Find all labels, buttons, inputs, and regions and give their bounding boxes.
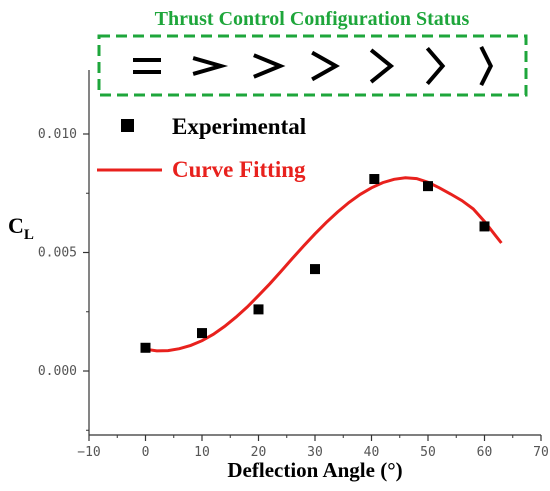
experimental-point	[253, 304, 264, 315]
x-tick-label: 10	[194, 445, 210, 460]
x-axis-title: Deflection Angle (°)	[227, 458, 402, 482]
legend-label-experimental: Experimental	[172, 114, 306, 139]
y-tick-label: 0.005	[38, 246, 77, 261]
legend-label-curve-fitting: Curve Fitting	[172, 157, 306, 182]
experimental-points	[140, 174, 490, 353]
x-tick-label: 40	[364, 445, 380, 460]
experimental-point	[479, 221, 490, 232]
y-tick-label: 0.000	[38, 364, 77, 379]
chevron-icon	[311, 50, 340, 82]
chevron-icon	[479, 45, 494, 87]
legend: Experimental Curve Fitting	[97, 114, 306, 182]
chevron-icon	[192, 56, 229, 76]
experimental-point	[310, 264, 320, 275]
parallel-lines-icon	[133, 58, 161, 74]
experimental-point	[423, 181, 433, 192]
x-tick-label: 50	[420, 445, 436, 460]
curve-fitting-line	[145, 176, 503, 353]
x-tick-label: 20	[251, 445, 267, 460]
ticks: −10 0 10 20 30 40 50 60 70 0.000 0.005 0.010	[38, 127, 549, 460]
y-axis-title: CL	[8, 213, 34, 243]
status-box	[97, 34, 528, 97]
status-icons	[133, 45, 494, 87]
status-title: Thrust Control Configuration Status	[155, 8, 470, 30]
legend-marker-experimental	[121, 119, 134, 132]
x-tick-label: 30	[307, 445, 323, 460]
y-tick-label: 0.010	[38, 127, 77, 142]
experimental-point	[197, 328, 207, 339]
x-tick-label: −10	[77, 445, 100, 460]
chevron-icon	[369, 48, 395, 84]
x-tick-label: 60	[477, 445, 493, 460]
x-tick-label: 70	[533, 445, 549, 460]
axes	[88, 70, 541, 436]
chevron-icon	[425, 46, 446, 86]
x-tick-label: 0	[142, 445, 150, 460]
experimental-point	[369, 174, 380, 185]
experimental-point	[140, 342, 151, 353]
chevron-icon	[253, 53, 286, 79]
